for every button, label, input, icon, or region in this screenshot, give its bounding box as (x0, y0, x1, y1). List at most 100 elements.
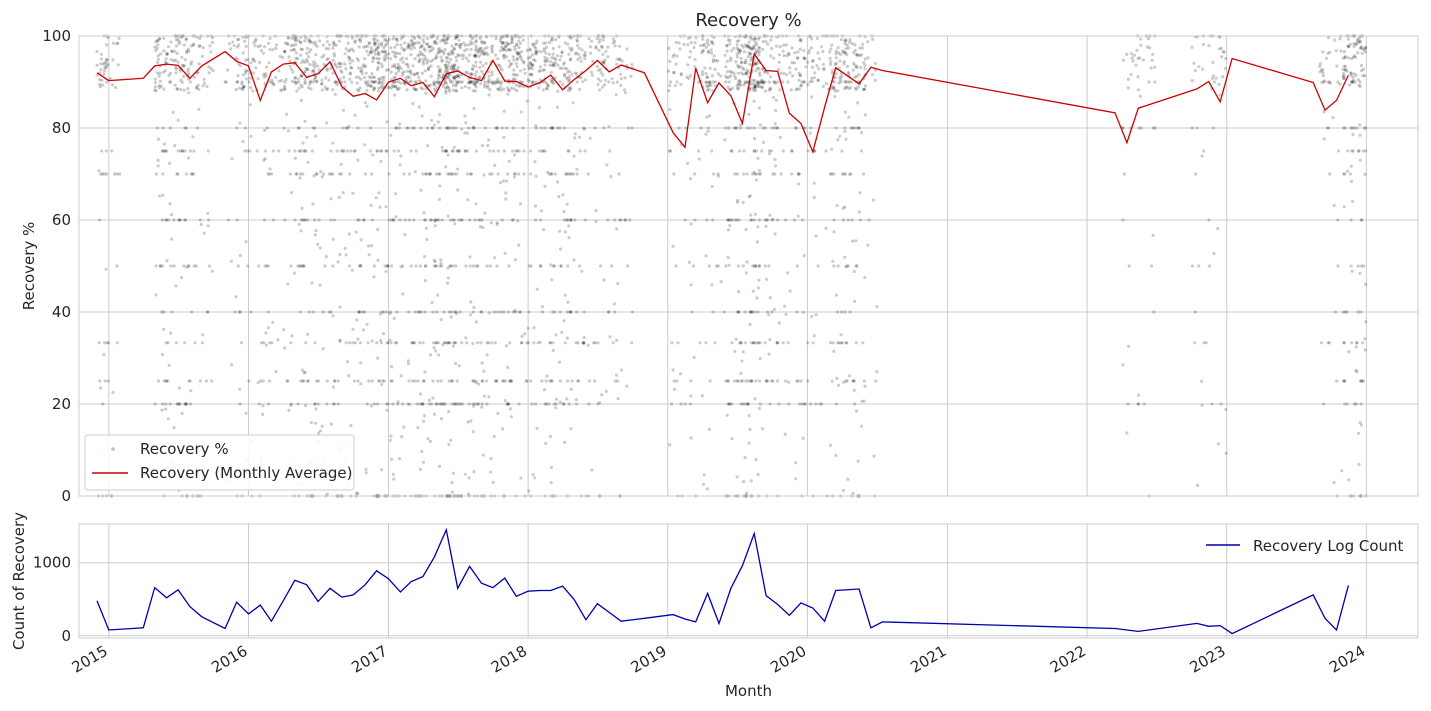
scatter-point (184, 402, 188, 406)
scatter-point (480, 40, 484, 44)
scatter-point (447, 341, 451, 345)
scatter-point (377, 379, 381, 383)
scatter-point (392, 64, 397, 68)
scatter-point (872, 454, 876, 458)
scatter-point (450, 149, 454, 153)
scatter-point (571, 101, 575, 105)
scatter-point (104, 43, 109, 47)
scatter-point (307, 37, 311, 42)
scatter-point (331, 88, 335, 92)
scatter-point (496, 87, 500, 91)
scatter-point (422, 47, 426, 51)
scatter-point (769, 149, 773, 153)
scatter-point (162, 87, 166, 91)
scatter-point (440, 145, 444, 150)
scatter-point (516, 51, 520, 55)
scatter-point (431, 341, 436, 345)
scatter-point (1125, 431, 1129, 435)
scatter-point (206, 149, 210, 153)
scatter-point (561, 402, 565, 406)
scatter-point (303, 370, 307, 374)
scatter-point (1224, 56, 1228, 61)
scatter-point (495, 221, 499, 225)
scatter-point (565, 336, 570, 340)
scatter-point (542, 388, 547, 392)
scatter-point (185, 265, 189, 269)
scatter-point (502, 53, 506, 58)
scatter-point (708, 114, 712, 118)
scatter-point (287, 55, 291, 59)
scatter-point (408, 402, 412, 406)
scatter-point (747, 195, 751, 199)
scatter-point (1338, 37, 1342, 41)
scatter-point (427, 402, 431, 406)
scatter-point (1219, 402, 1223, 406)
scatter-point (396, 67, 401, 71)
scatter-point (551, 341, 555, 345)
scatter-point (173, 143, 177, 148)
scatter-point (106, 63, 110, 67)
scatter-point (376, 258, 380, 262)
scatter-point (553, 310, 557, 314)
scatter-point (832, 264, 836, 268)
scatter-point (283, 87, 287, 91)
scatter-point (344, 67, 348, 71)
scatter-point (710, 184, 714, 189)
scatter-point (806, 149, 810, 153)
scatter-point (264, 331, 268, 335)
scatter-point (756, 156, 760, 160)
scatter-point (184, 38, 188, 42)
scatter-point (428, 353, 433, 357)
scatter-point (164, 402, 168, 406)
scatter-point (227, 42, 232, 46)
scatter-point (457, 54, 461, 58)
scatter-point (402, 70, 406, 74)
scatter-point (534, 218, 538, 222)
scatter-point (505, 86, 510, 90)
scatter-point (241, 140, 245, 144)
scatter-point (619, 368, 624, 372)
scatter-point (493, 80, 497, 84)
scatter-point (368, 149, 372, 153)
scatter-point (1322, 137, 1326, 141)
scatter-point (379, 86, 383, 90)
scatter-point (397, 149, 401, 153)
scatter-point (841, 172, 845, 176)
scatter-point (802, 48, 806, 53)
scatter-point (438, 172, 442, 176)
scatter-point (333, 92, 337, 96)
scatter-point (402, 172, 406, 176)
scatter-point (548, 434, 553, 439)
scatter-point (98, 379, 102, 383)
scatter-point (168, 126, 172, 130)
scatter-point (391, 50, 395, 54)
scatter-point (475, 80, 479, 84)
scatter-point (583, 50, 587, 55)
scatter-point (583, 57, 587, 61)
scatter-point (1149, 66, 1153, 70)
scatter-point (668, 107, 672, 112)
scatter-point (772, 307, 777, 311)
scatter-point (332, 43, 336, 47)
scatter-point (244, 58, 248, 62)
scatter-point (419, 188, 423, 192)
scatter-point (601, 73, 605, 77)
scatter-point (454, 84, 458, 88)
scatter-point (339, 149, 343, 153)
scatter-point (686, 63, 690, 67)
scatter-point (478, 66, 482, 70)
scatter-point (310, 149, 314, 153)
scatter-point (464, 121, 468, 125)
scatter-point (389, 434, 393, 438)
scatter-point (499, 88, 503, 92)
scatter-point (613, 379, 617, 383)
scatter-point (160, 353, 165, 357)
scatter-point (689, 41, 693, 45)
scatter-point (1151, 233, 1155, 237)
scatter-point (469, 172, 473, 176)
scatter-point (857, 210, 861, 214)
scatter-point (562, 218, 567, 222)
scatter-point (545, 374, 549, 378)
scatter-point (854, 341, 858, 345)
scatter-point (398, 218, 402, 222)
